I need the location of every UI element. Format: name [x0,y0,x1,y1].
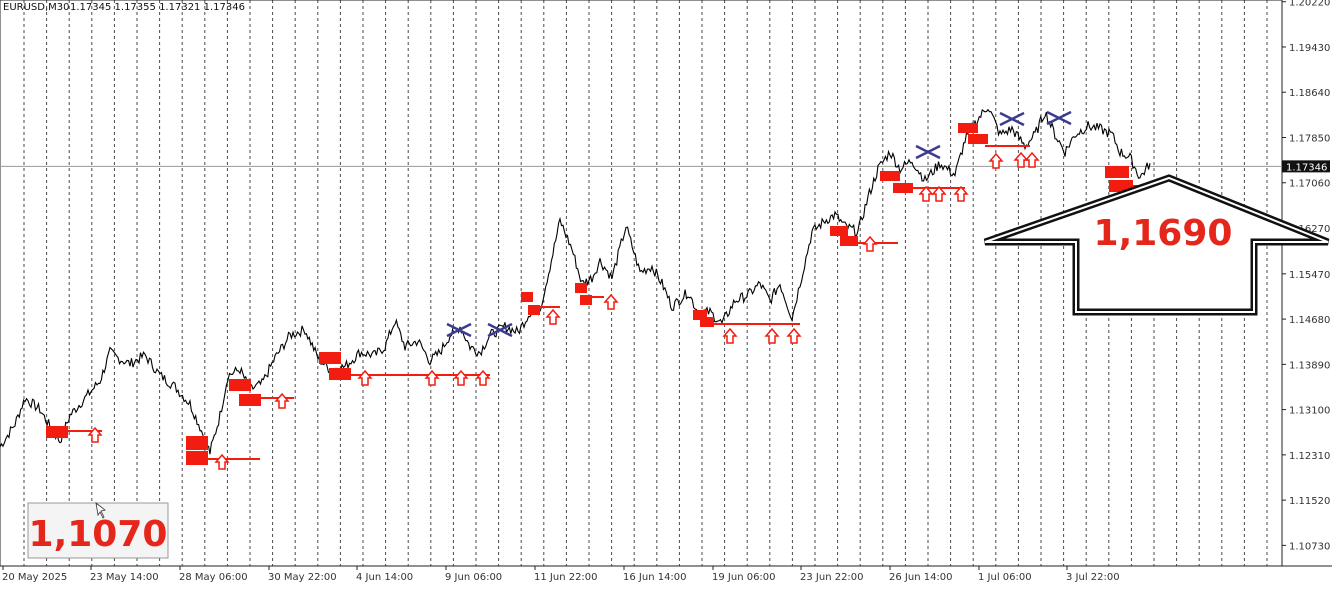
up-arrow-signal-icon [953,185,969,202]
up-arrow-signal-icon [214,453,230,470]
y-tick-label: 1.12310 [1289,451,1330,462]
ohlc-readout: 1.17345 1.17355 1.17321 1.17346 [70,2,245,13]
y-tick-label: 1.11520 [1289,496,1330,507]
signal-block [830,226,848,236]
signal-block [521,292,533,302]
signal-block [575,283,587,293]
up-arrow-signal-icon [722,327,738,344]
y-tick-label: 1.14680 [1289,315,1330,326]
cross-icon [999,111,1025,127]
x-tick-label: 23 May 14:00 [90,572,159,583]
up-arrow-signal-icon [918,185,934,202]
signal-block [329,368,351,380]
x-tick-label: 30 May 22:00 [268,572,337,583]
y-tick-label: 1.15470 [1289,270,1330,281]
signal-block [46,426,68,438]
up-arrow-signal-icon [274,392,290,409]
up-arrow-signal-icon [87,426,103,443]
signal-block [880,171,900,181]
up-arrow-signal-icon [545,308,561,325]
up-arrow-signal-icon [1024,151,1040,168]
up-arrow-signal-icon [764,327,780,344]
y-tick-label: 1.19430 [1289,43,1330,54]
x-tick-label: 16 Jun 14:00 [623,572,687,583]
cross-icon [446,322,472,338]
x-tick-label: 20 May 2025 [2,572,67,583]
y-tick-label: 1.20220 [1289,0,1330,9]
low-price-label: 1,1070 [29,514,168,555]
x-tick-label: 23 Jun 22:00 [800,572,864,583]
up-arrow-signal-icon [931,185,947,202]
up-arrow-signal-icon [988,152,1004,169]
y-tick-label: 1.16270 [1289,224,1330,235]
signal-block [1105,166,1129,178]
x-tick-label: 19 Jun 06:00 [712,572,776,583]
y-tick-label: 1.18640 [1289,88,1330,99]
signal-block [840,236,858,246]
up-arrow-signal-icon [786,327,802,344]
signal-block [186,451,208,465]
symbol-label: EURUSD,M30 [3,2,69,13]
up-arrow-signal-icon [603,293,619,310]
current-price-tag [1282,160,1330,173]
price-line [0,108,1151,455]
y-tick-label: 1.17060 [1289,179,1330,190]
signal-block [893,183,913,193]
target-price-label: 1,1690 [1094,213,1233,254]
signal-block [319,352,341,364]
signal-block [580,295,592,305]
current-price-label: 1.17346 [1286,162,1327,173]
mouse-cursor-icon [95,502,106,519]
signal-block [239,394,261,406]
x-tick-label: 26 Jun 14:00 [889,572,953,583]
signal-block [693,310,707,320]
y-tick-label: 1.10730 [1289,541,1330,552]
signal-block [968,134,988,144]
up-arrow-signal-icon [357,369,373,386]
x-tick-label: 1 Jul 06:00 [978,572,1032,583]
y-tick-label: 1.17850 [1289,133,1330,144]
x-tick-label: 4 Jun 14:00 [356,572,413,583]
cross-icon [915,144,941,160]
x-tick-label: 9 Jun 06:00 [445,572,502,583]
x-tick-label: 3 Jul 22:00 [1066,572,1120,583]
signal-block [186,436,208,450]
signal-block [229,379,251,391]
x-tick-label: 28 May 06:00 [179,572,248,583]
signal-block [700,317,714,327]
x-tick-label: 11 Jun 22:00 [534,572,598,583]
up-arrow-signal-icon [453,369,469,386]
up-arrow-signal-icon [475,369,491,386]
y-tick-label: 1.13890 [1289,360,1330,371]
up-arrow-signal-icon [424,369,440,386]
cross-icon [487,322,513,338]
y-tick-label: 1.13100 [1289,406,1330,417]
up-arrow-signal-icon [862,235,878,252]
cross-icon [1046,110,1072,126]
signal-block [528,305,540,315]
signal-block [958,123,978,133]
